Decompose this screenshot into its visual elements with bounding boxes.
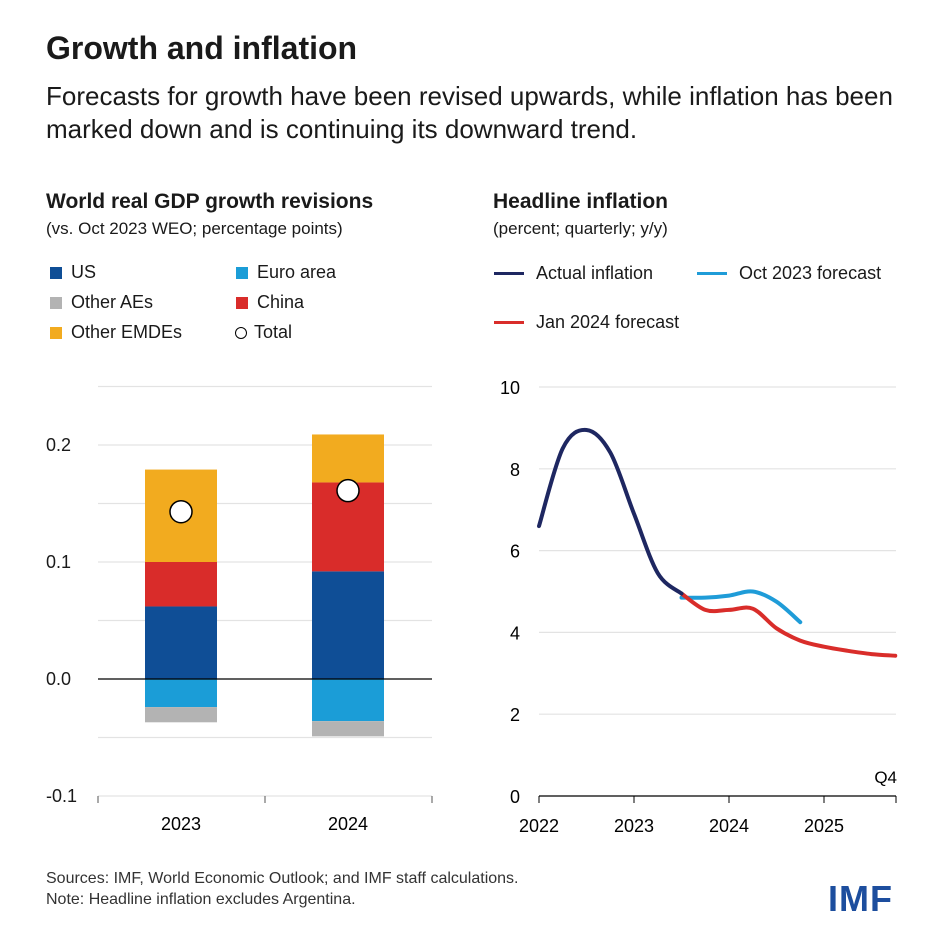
y-tick-label: 0 — [510, 787, 520, 807]
x-tick-label: 2023 — [614, 816, 654, 836]
legend-us: US — [50, 262, 96, 283]
y-tick-label: 8 — [510, 460, 520, 480]
legend-euro-area: Euro area — [236, 262, 336, 283]
bar-other-aes — [145, 707, 217, 723]
y-tick-label: 6 — [510, 542, 520, 562]
legend-total: Total — [235, 322, 292, 343]
swatch-us — [50, 266, 62, 279]
legend-actual-inflation: Actual inflation — [494, 263, 653, 284]
bar-other-emdes — [312, 434, 384, 483]
legend-label: Other EMDEs — [71, 322, 183, 342]
y-tick-label: 0.0 — [46, 669, 71, 689]
legend-label: China — [257, 292, 305, 312]
legend-label: US — [71, 262, 97, 282]
legend-other-aes: Other AEs — [50, 292, 153, 313]
y-tick-label: 10 — [500, 378, 520, 398]
legend-label: Total — [254, 322, 293, 342]
y-tick-label: 2 — [510, 705, 520, 725]
page-title: Growth and inflation — [46, 30, 358, 66]
legend-oct-forecast: Oct 2023 forecast — [697, 263, 881, 284]
line-swatch — [494, 321, 524, 324]
line-chart-subtitle: (percent; quarterly; y/y) — [493, 219, 668, 238]
bar-euro-area — [312, 679, 384, 722]
x-tick-label: 2024 — [709, 816, 749, 836]
x-end-label: Q4 — [874, 768, 897, 787]
swatch-other-aes — [50, 296, 62, 309]
x-tick-label: 2025 — [804, 816, 844, 836]
sources-note: Sources: IMF, World Economic Outlook; an… — [46, 870, 519, 887]
y-tick-label: 0.2 — [46, 435, 71, 455]
bar-euro-area — [145, 679, 217, 708]
legend-label: Other AEs — [71, 292, 154, 312]
series-line-actual-inflation — [537, 427, 684, 596]
line-swatch — [494, 272, 524, 275]
legend-label: Actual inflation — [536, 263, 654, 283]
bar-chart: -0.1 0.0 0.1 0.2 2023 2024 — [46, 385, 433, 834]
bar-chart-subtitle: (vs. Oct 2023 WEO; percentage points) — [46, 219, 343, 238]
legend-jan-forecast: Jan 2024 forecast — [494, 312, 679, 333]
footer: Sources: IMF, World Economic Outlook; an… — [46, 868, 518, 910]
y-tick-label: -0.1 — [46, 786, 77, 806]
total-marker — [169, 499, 193, 524]
bar-chart-title: World real GDP growth revisions — [46, 190, 374, 213]
imf-logo: IMF — [828, 878, 893, 919]
bar-us — [145, 606, 217, 679]
y-tick-label: 4 — [510, 623, 520, 643]
y-tick-label: 0.1 — [46, 552, 71, 572]
bar-other-aes — [312, 721, 384, 737]
line-swatch — [697, 272, 727, 275]
swatch-other-emdes — [50, 326, 62, 339]
legend-label: Jan 2024 forecast — [536, 312, 680, 332]
note: Note: Headline inflation excludes Argent… — [46, 891, 356, 908]
x-tick-label: 2024 — [328, 814, 368, 834]
legend-china: China — [236, 292, 304, 313]
swatch-china — [236, 296, 248, 309]
x-tick-label: 2022 — [519, 816, 559, 836]
page-subtitle: Forecasts for growth have been revised u… — [46, 81, 893, 144]
total-marker-icon — [235, 326, 247, 339]
legend-other-emdes: Other EMDEs — [50, 322, 182, 343]
line-chart: 0 2 4 6 8 10 2022 2023 2024 2025 Q4 — [500, 378, 898, 836]
line-chart-title: Headline inflation — [493, 190, 669, 213]
series-line-oct-2023-forecast — [679, 589, 803, 625]
x-tick-label: 2023 — [161, 814, 201, 834]
swatch-euro-area — [236, 266, 248, 279]
legend-label: Oct 2023 forecast — [739, 263, 882, 283]
series-line-jan-2024-forecast — [679, 591, 898, 658]
legend-label: Euro area — [257, 262, 337, 282]
total-marker — [336, 478, 360, 503]
bar-china — [145, 562, 217, 607]
bar-us — [312, 571, 384, 679]
